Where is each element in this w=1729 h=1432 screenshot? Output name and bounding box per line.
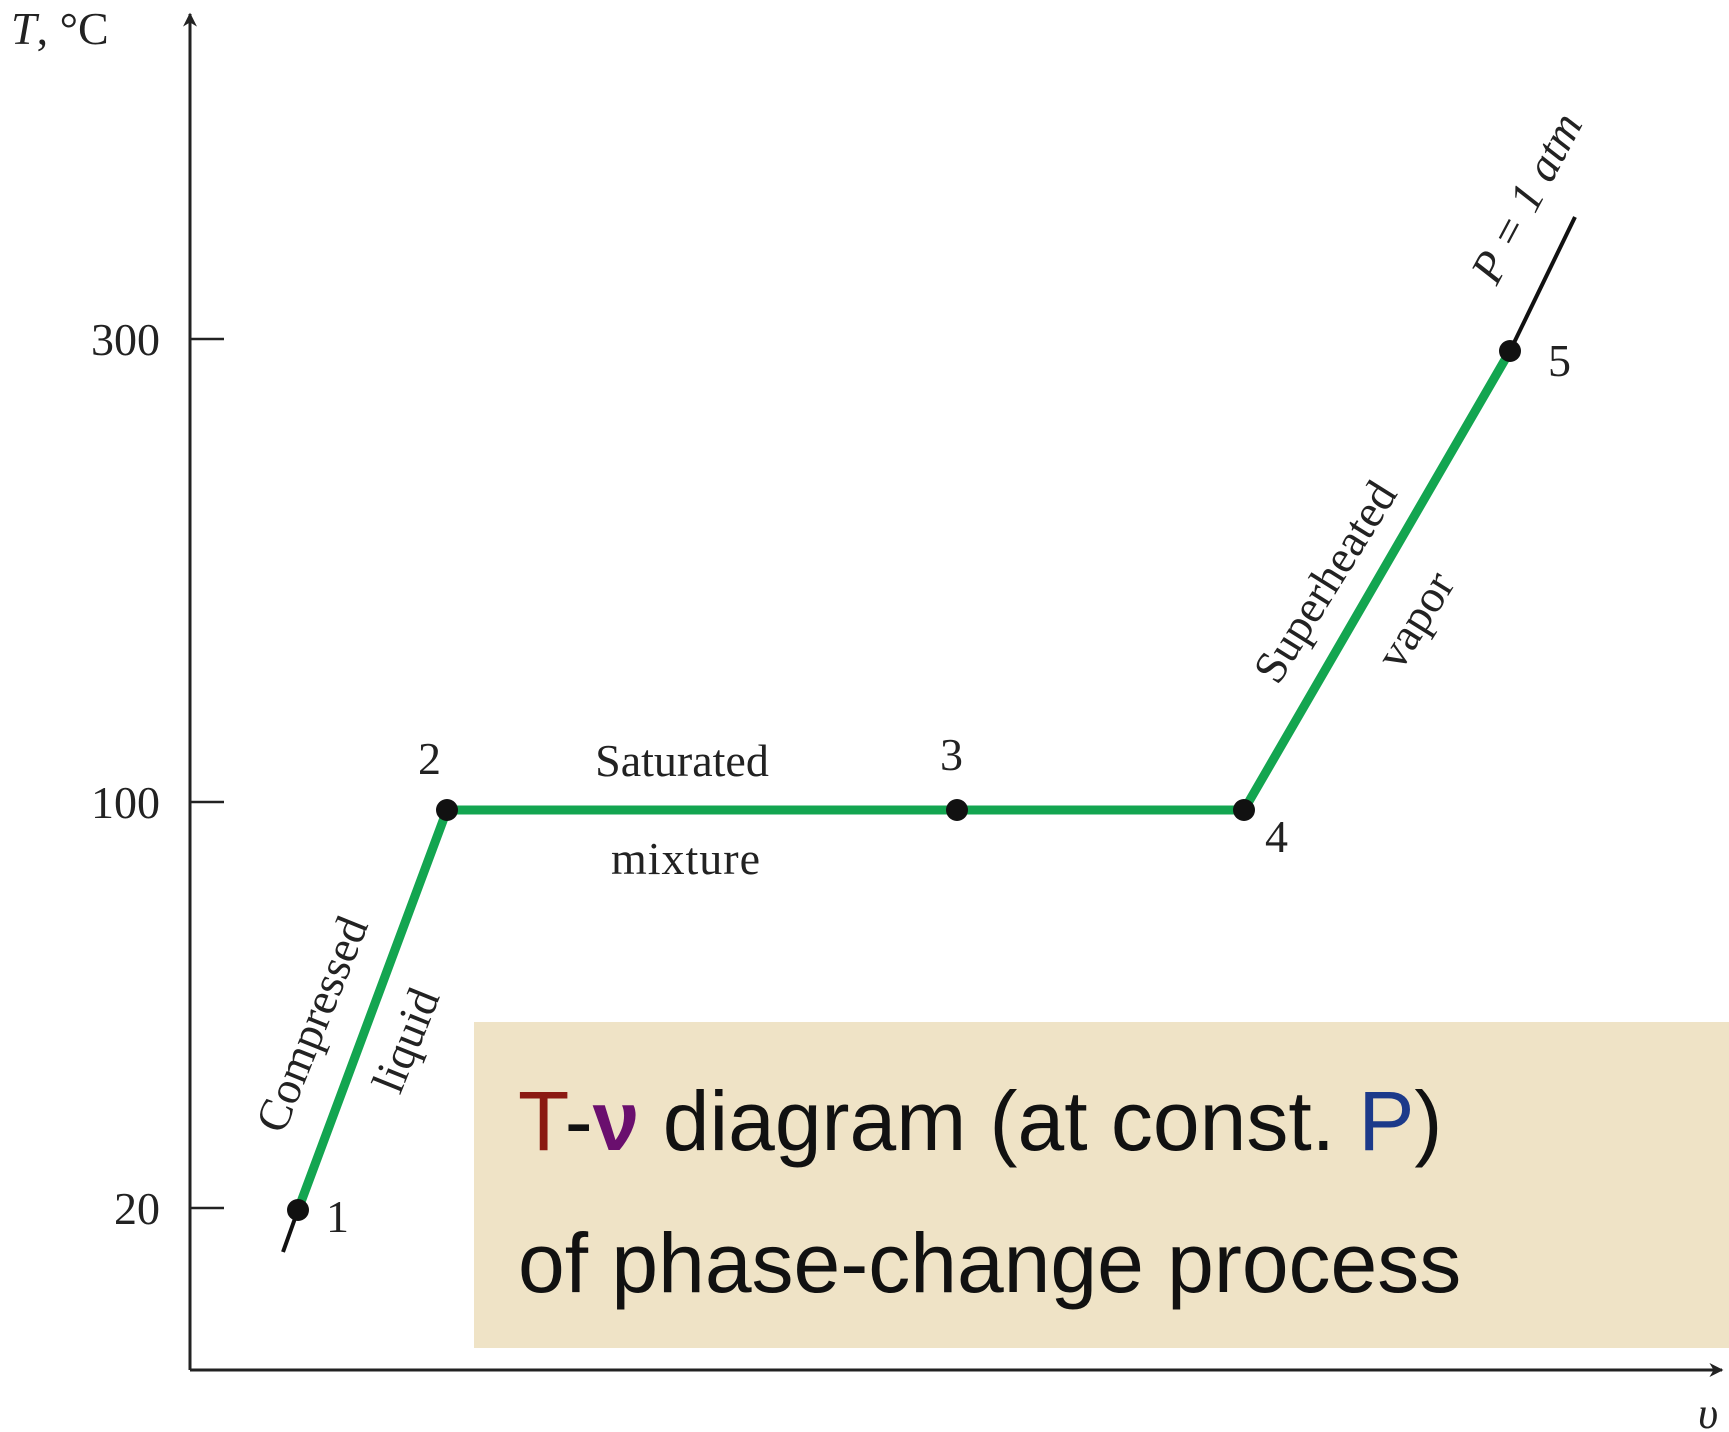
- state-label: 5: [1548, 335, 1571, 386]
- state-points: [287, 340, 1521, 1221]
- state-label: 4: [1265, 811, 1288, 862]
- y-axis-label: T, °C: [11, 3, 109, 54]
- caption-box: [474, 1022, 1729, 1348]
- y-tick-label: 300: [91, 314, 160, 365]
- region-label: mixture: [611, 833, 761, 884]
- caption-line: T-ν diagram (at const. P): [518, 1074, 1442, 1168]
- region-label: Saturated: [595, 735, 769, 786]
- state-label: 1: [326, 1191, 349, 1242]
- y-tick-label: 100: [91, 777, 160, 828]
- ticks: [190, 337, 224, 1210]
- x-axis-label: υ: [1698, 1389, 1718, 1432]
- isobar-extension: [1508, 216, 1577, 352]
- process-line: [293, 348, 1514, 1212]
- isobar-label: P = 1 atm: [1460, 104, 1592, 292]
- y-tick-label: 20: [114, 1183, 160, 1234]
- state-label: 2: [418, 733, 441, 784]
- region-label: Compressed: [245, 909, 377, 1139]
- state-label: 3: [940, 729, 963, 780]
- caption-line: of phase-change process: [518, 1216, 1461, 1310]
